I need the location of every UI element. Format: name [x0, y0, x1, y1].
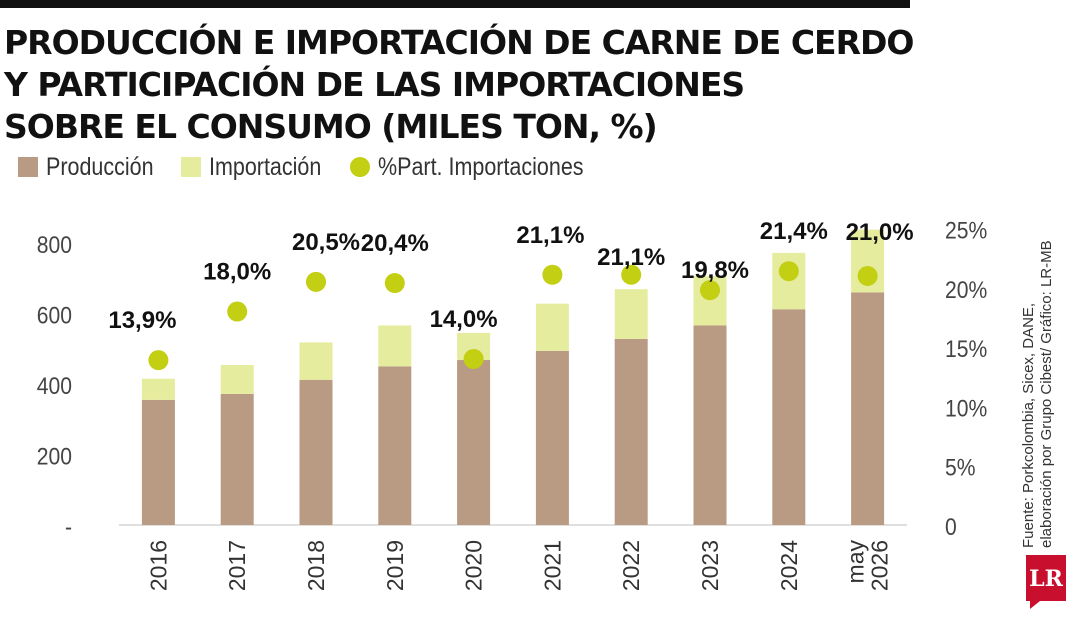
- bar-importacion: [299, 342, 333, 380]
- x-tick-label: 2017: [224, 540, 250, 591]
- y-right-tick-label: 20%: [945, 277, 987, 304]
- bar-produccion: [378, 366, 412, 525]
- bar-produccion: [141, 399, 175, 525]
- legend-swatch-produccion: [18, 157, 38, 177]
- y-right-tick-label: 15%: [945, 336, 987, 363]
- bar-produccion: [457, 360, 491, 525]
- y-left-tick-label: 400: [37, 373, 72, 400]
- marker-participacion: [778, 261, 799, 282]
- y-right-tick-label: 10%: [945, 395, 987, 422]
- marker-participacion: [148, 350, 169, 371]
- x-tick-label: 2018: [303, 540, 329, 591]
- legend-label-importacion: Importación: [209, 152, 322, 181]
- x-tick-label: 2023: [697, 540, 723, 591]
- chart-title: PRODUCCIÓN E IMPORTACIÓN DE CARNE DE CER…: [4, 22, 944, 148]
- participacion-data-label: 14,0%: [430, 306, 498, 333]
- legend-dot-participacion: [349, 157, 370, 177]
- y-right-tick-label: 25%: [945, 217, 987, 244]
- x-tick-label: 2021: [539, 540, 565, 591]
- participacion-data-label: 13,9%: [108, 307, 176, 334]
- marker-participacion: [857, 265, 878, 286]
- x-tick-label: 2024: [776, 540, 802, 591]
- x-tick-label: 2026: [867, 540, 893, 591]
- y-left-tick-label: 200: [37, 443, 72, 470]
- marker-participacion: [227, 301, 248, 322]
- source-line-2: elaboración por Grupo Cibest/ Gráfico: L…: [1038, 240, 1055, 548]
- bar-produccion: [851, 292, 885, 525]
- y-left-tick-label: 800: [37, 232, 72, 259]
- y-right-tick-label: 0: [945, 514, 957, 541]
- y-right-tick-label: 5%: [945, 454, 976, 481]
- bar-importacion: [141, 378, 175, 400]
- top-rule: [0, 0, 910, 8]
- participacion-data-label: 21,1%: [597, 244, 665, 271]
- y-left-tick-label: -: [65, 514, 72, 541]
- bar-importacion: [220, 364, 254, 394]
- participacion-data-label: 21,0%: [846, 219, 914, 246]
- x-tick-label: 2019: [382, 540, 408, 591]
- x-tick-label: 2022: [618, 540, 644, 591]
- legend-item-importacion: Importación: [181, 153, 340, 182]
- legend-label-participacion: %Part. Importaciones: [377, 152, 584, 181]
- participacion-data-label: 20,5%: [292, 229, 360, 256]
- participacion-data-label: 18,0%: [203, 259, 271, 286]
- source-line-1: Fuente: Porkcolombia, Sicex, DANE,: [1020, 302, 1037, 548]
- bar-produccion: [772, 309, 806, 525]
- lr-logo-text: LR: [1029, 566, 1063, 592]
- marker-participacion: [700, 280, 720, 301]
- marker-participacion: [621, 264, 642, 285]
- title-line-2: Y PARTICIPACIÓN DE LAS IMPORTACIONES: [4, 65, 745, 104]
- bar-importacion: [535, 303, 569, 351]
- legend-swatch-importacion: [181, 157, 202, 177]
- participacion-data-label: 21,4%: [760, 218, 828, 245]
- lr-logo-badge: [1026, 555, 1066, 609]
- legend-label-produccion: Producción: [46, 152, 154, 181]
- participacion-data-label: 19,8%: [681, 257, 749, 284]
- legend-item-produccion: Producción: [18, 153, 171, 182]
- chart-legend: Producción Importación %Part. Importacio…: [18, 150, 639, 184]
- bar-produccion: [220, 393, 254, 525]
- title-line-3: SOBRE EL CONSUMO (MILES TON, %): [4, 107, 658, 146]
- bar-produccion: [614, 338, 648, 525]
- marker-participacion: [306, 271, 326, 292]
- marker-participacion: [542, 264, 563, 285]
- legend-item-participacion: %Part. Importaciones: [349, 152, 617, 182]
- marker-participacion: [463, 348, 484, 369]
- y-left-tick-label: 600: [37, 302, 72, 329]
- x-tick-label: may: [843, 540, 869, 584]
- bar-produccion: [693, 325, 727, 525]
- marker-participacion: [384, 273, 405, 294]
- bar-produccion: [299, 379, 333, 525]
- lr-logo: LR: [1026, 555, 1066, 609]
- participacion-data-label: 20,4%: [361, 230, 429, 257]
- title-line-1: PRODUCCIÓN E IMPORTACIÓN DE CARNE DE CER…: [4, 23, 914, 62]
- x-tick-label: 2020: [461, 540, 487, 591]
- source-note: Fuente: Porkcolombia, Sicex, DANE, elabo…: [1020, 208, 1056, 548]
- bar-importacion: [614, 289, 648, 339]
- bar-importacion: [378, 325, 412, 367]
- bar-produccion: [535, 350, 569, 525]
- x-tick-label: 2016: [145, 540, 171, 591]
- participacion-data-label: 21,1%: [516, 222, 584, 249]
